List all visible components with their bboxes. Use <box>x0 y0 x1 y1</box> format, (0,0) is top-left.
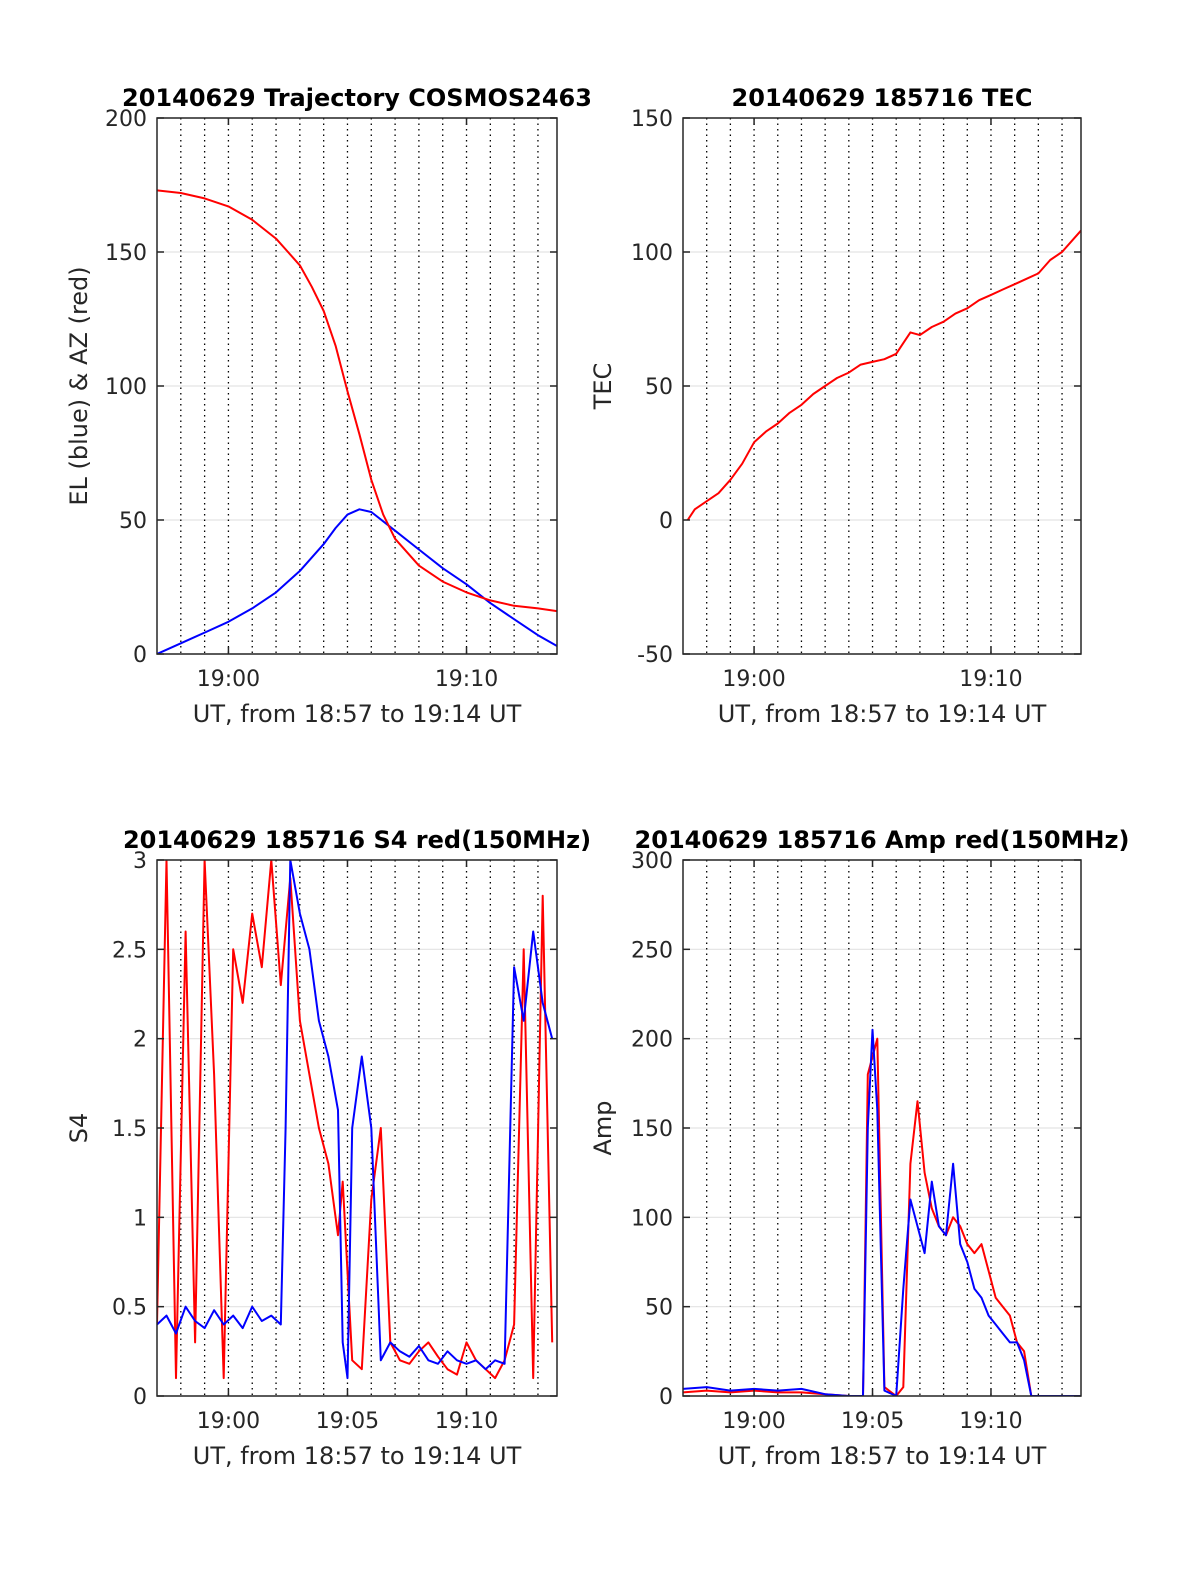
y-tick-label: 0 <box>659 509 673 534</box>
y-tick-label: 200 <box>631 1028 673 1053</box>
y-tick-label: 0 <box>133 1385 147 1410</box>
x-tick-label: 19:05 <box>316 1409 379 1434</box>
x-tick-label: 19:10 <box>959 1409 1022 1434</box>
x-tick-label: 19:10 <box>959 667 1022 692</box>
y-tick-label: 0 <box>133 643 147 668</box>
y-tick-label: 150 <box>631 1117 673 1142</box>
y-tick-label: 100 <box>631 241 673 266</box>
x-tick-label: 19:10 <box>435 1409 498 1434</box>
x-axis-label: UT, from 18:57 to 19:14 UT <box>193 700 522 728</box>
y-axis-label: EL (blue) & AZ (red) <box>65 266 93 505</box>
x-axis-label: UT, from 18:57 to 19:14 UT <box>718 1442 1047 1470</box>
y-tick-label: 50 <box>645 375 673 400</box>
y-axis-label: S4 <box>65 1113 93 1144</box>
y-tick-label: 1.5 <box>112 1117 147 1142</box>
y-axis-label: Amp <box>589 1100 617 1155</box>
chart-title: 20140629 185716 Amp red(150MHz) <box>635 826 1130 854</box>
y-tick-label: 3 <box>133 849 147 874</box>
series-line-blue <box>683 1028 1081 1396</box>
series-line-blue <box>157 860 554 1380</box>
y-tick-label: 100 <box>105 375 147 400</box>
x-tick-label: 19:10 <box>435 667 498 692</box>
x-tick-label: 19:05 <box>841 1409 904 1434</box>
y-tick-label: 300 <box>631 849 673 874</box>
y-tick-label: 150 <box>105 241 147 266</box>
y-tick-label: 250 <box>631 938 673 963</box>
x-tick-label: 19:00 <box>722 1409 785 1434</box>
chart-title: 20140629 185716 TEC <box>732 84 1033 112</box>
chart-panel-4: 0 50 100 150 200 250 300 19:00 19:05 19:10 2014062… <box>589 826 1129 1470</box>
y-tick-label: 50 <box>645 1296 673 1321</box>
chart-panel-3: 0 0.5 1 1.5 2 2.5 3 19:00 19:05 19:10 20140629 185… <box>65 826 591 1470</box>
x-tick-label: 19:00 <box>722 667 785 692</box>
y-tick-label: -50 <box>637 643 673 668</box>
chart-title: 20140629 185716 S4 red(150MHz) <box>123 826 591 854</box>
x-tick-label: 19:00 <box>197 667 260 692</box>
y-tick-label: 0.5 <box>112 1296 147 1321</box>
x-axis-label: UT, from 18:57 to 19:14 UT <box>718 700 1047 728</box>
chart-panel-1: 0 50 100 150 200 19:00 19:10 20140629 Trajector… <box>65 84 592 728</box>
y-tick-label: 100 <box>631 1206 673 1231</box>
chart-title: 20140629 Trajectory COSMOS2463 <box>122 84 592 112</box>
y-tick-label: 0 <box>659 1385 673 1410</box>
y-tick-label: 150 <box>631 107 673 132</box>
chart-panel-2: -50 0 50 100 150 19:00 19:10 20140629 185716 TE… <box>589 84 1082 728</box>
x-tick-label: 19:00 <box>197 1409 260 1434</box>
y-tick-label: 1 <box>133 1206 147 1231</box>
x-axis-label: UT, from 18:57 to 19:14 UT <box>193 1442 522 1470</box>
y-tick-label: 50 <box>119 509 147 534</box>
y-tick-label: 2 <box>133 1028 147 1053</box>
series-line-red <box>157 189 557 613</box>
y-tick-label: 200 <box>105 107 147 132</box>
y-tick-label: 2.5 <box>112 938 147 963</box>
series-line-red <box>686 229 1081 521</box>
y-axis-label: TEC <box>589 363 617 411</box>
